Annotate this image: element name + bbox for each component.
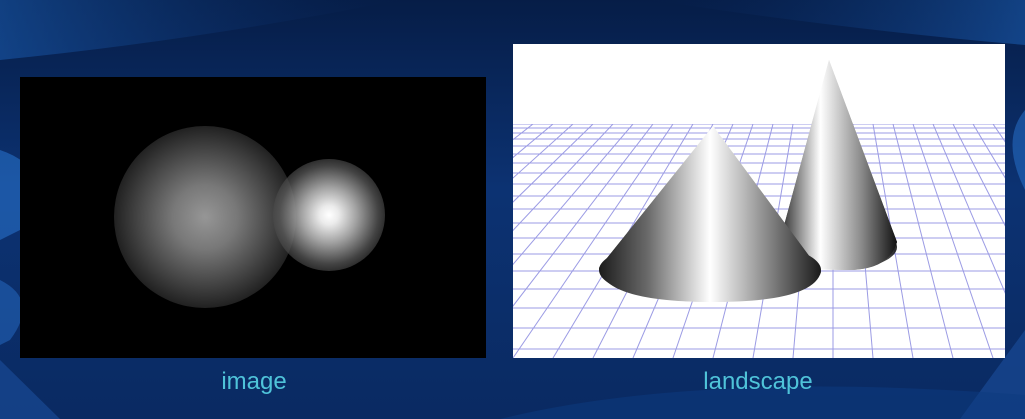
large-blurred-blob (114, 126, 296, 308)
image-panel (20, 77, 486, 358)
landscape-panel (513, 44, 1005, 358)
image-caption: image (221, 368, 287, 395)
small-cone (779, 60, 897, 270)
small-bright-blob (273, 159, 385, 271)
landscape-caption: landscape (703, 368, 813, 395)
large-cone (599, 126, 821, 302)
landscape-illustration (513, 60, 1005, 358)
